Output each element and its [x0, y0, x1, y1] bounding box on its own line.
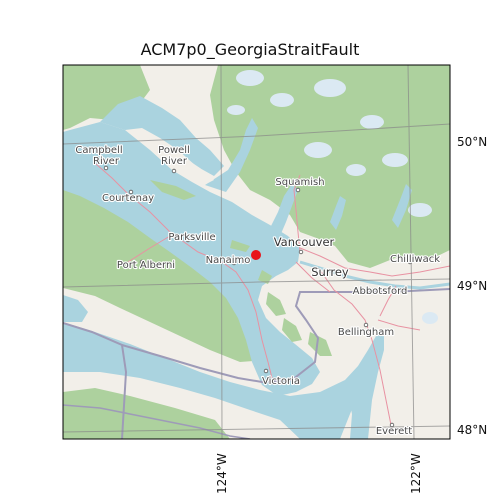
map-frame — [62, 64, 451, 440]
gulf-islands — [150, 180, 332, 356]
juan-de-fuca-strait — [63, 322, 358, 439]
label-nanaimo: Nanaimo — [206, 255, 251, 266]
pacific-ocean — [63, 295, 88, 322]
city-dots — [103, 165, 413, 428]
label-parksville: Parksville — [168, 232, 215, 243]
lat-label-50n: 50°N — [457, 135, 487, 149]
texada-lasqueti — [172, 152, 214, 184]
label-bellingham: Bellingham — [338, 327, 394, 338]
mainland-forest — [210, 65, 450, 268]
northwest-forest — [63, 65, 150, 130]
state-line — [63, 404, 251, 439]
label-courtenay: Courtenay — [102, 193, 154, 204]
glaciers — [227, 70, 438, 324]
label-campbell-river-2: River — [93, 156, 120, 167]
event-marker[interactable] — [251, 250, 261, 260]
lat-label-48n: 48°N — [457, 423, 487, 437]
pitt-lake — [330, 196, 346, 230]
label-campbell-river-1: Campbell — [75, 145, 122, 156]
howe-sound — [270, 184, 298, 236]
northern-inlets — [100, 96, 224, 176]
graticule — [63, 65, 450, 439]
fraser-river — [299, 260, 450, 290]
label-everett: Everett — [376, 426, 412, 437]
harrison-lake — [392, 184, 412, 228]
label-surrey: Surrey — [311, 265, 349, 279]
label-victoria: Victoria — [262, 376, 300, 387]
label-powell-river-2: River — [161, 156, 188, 167]
label-powell-river-1: Powell — [158, 145, 190, 156]
vancouver-island-forest — [63, 180, 266, 362]
strait-of-georgia — [63, 122, 320, 396]
lon-label-122w: 122°W — [409, 453, 423, 494]
label-chilliwack: Chilliwack — [390, 254, 440, 265]
lat-label-49n: 49°N — [457, 279, 487, 293]
label-squamish: Squamish — [275, 177, 324, 188]
puget-sound — [345, 330, 384, 439]
international-border — [63, 288, 450, 439]
map-title: ACM7p0_GeorgiaStraitFault — [140, 40, 360, 59]
label-vancouver: Vancouver — [274, 235, 335, 249]
label-port-alberni: Port Alberni — [117, 260, 175, 271]
map-area[interactable]: Campbell River Powell River Courtenay Pa… — [63, 65, 450, 439]
lon-label-124w: 124°W — [215, 453, 229, 494]
label-abbotsford: Abbotsford — [353, 286, 408, 297]
